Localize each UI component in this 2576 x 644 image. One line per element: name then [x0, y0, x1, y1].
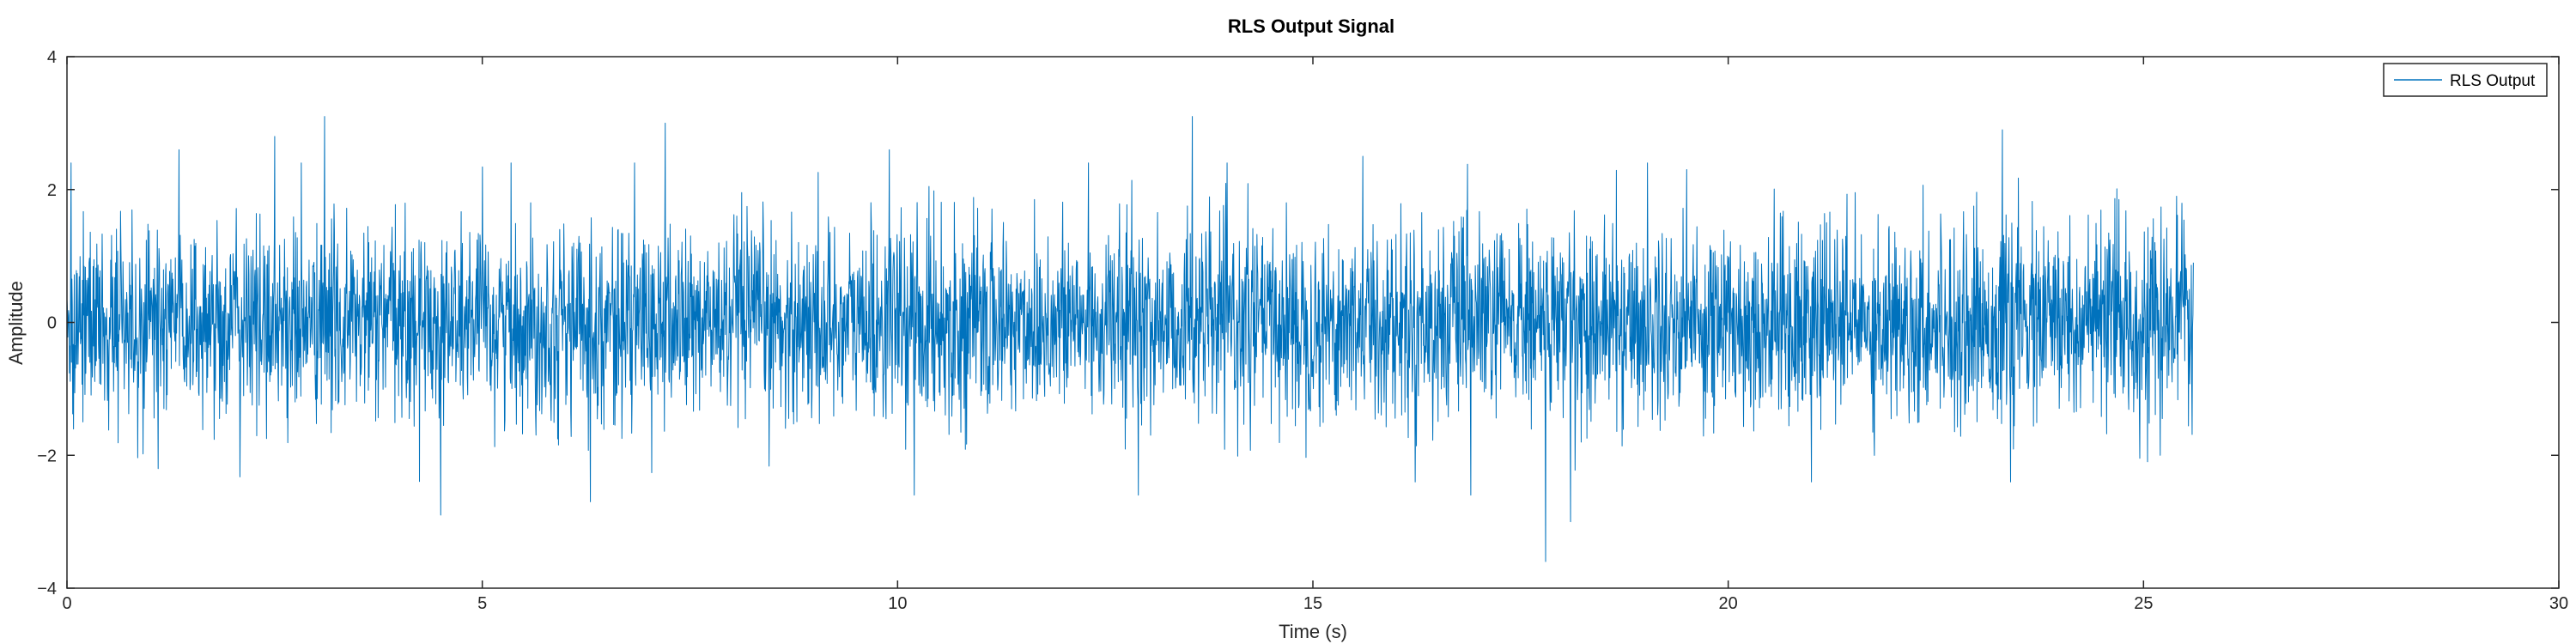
y-tick-label: −2 [37, 447, 57, 465]
x-tick-label: 25 [2134, 594, 2153, 613]
series-layer [66, 116, 2194, 562]
x-tick-label: 5 [477, 594, 487, 613]
x-tick-label: 0 [62, 594, 71, 613]
x-tick-label: 10 [888, 594, 907, 613]
chart-title: RLS Output Signal [1228, 15, 1394, 37]
legend: RLS Output [2383, 63, 2548, 97]
x-tick-label: 30 [2549, 594, 2568, 613]
y-tick-label: 4 [47, 48, 57, 67]
y-tick-label: 0 [47, 314, 57, 333]
ticks-layer: 0 5 10 15 20 25 30 −4 −2 0 2 4 [37, 48, 2568, 613]
x-tick-label: 15 [1303, 594, 1322, 613]
series-line-rls-output [66, 116, 2194, 562]
y-tick-label: −4 [37, 580, 57, 598]
y-axis-label: Amplitude [5, 281, 27, 365]
legend-label-rls-output: RLS Output [2450, 72, 2536, 90]
y-tick-label: 2 [47, 181, 57, 200]
x-axis-label: Time (s) [1279, 621, 1347, 642]
x-tick-label: 20 [1719, 594, 1738, 613]
